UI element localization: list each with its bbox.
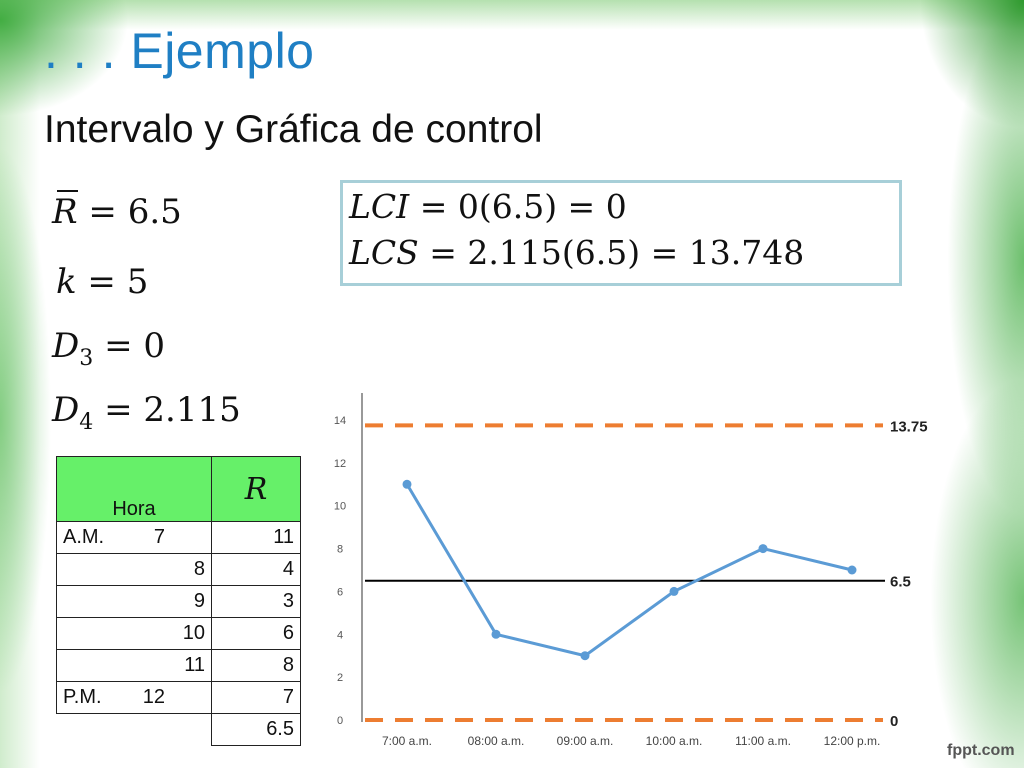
y-tick-label: 2: [337, 672, 343, 684]
hour-value: 10: [182, 622, 205, 644]
data-point: [580, 651, 590, 661]
hora-cell: A.M. 7: [56, 521, 212, 554]
table-average-row: 6.5: [57, 713, 301, 746]
k-value: = 5: [87, 262, 149, 302]
y-tick-label: 0: [337, 715, 343, 727]
d4-value: = 2.115: [104, 390, 241, 430]
empty-cell: [57, 714, 212, 746]
y-tick-label: 6: [337, 586, 343, 598]
rbar-letter: R: [52, 192, 78, 232]
x-tick-label: 10:00 a.m.: [646, 734, 703, 748]
lcs-formula: LCS = 2.115(6.5) = 13.748: [349, 233, 804, 272]
lci-formula: LCI = 0(6.5) = 0: [349, 187, 627, 226]
range-cell: 3: [211, 585, 301, 618]
table-row: P.M. 12 7: [56, 681, 301, 714]
range-cell: 11: [211, 521, 301, 554]
d4-symbol: D: [52, 390, 80, 430]
control-limits-box: LCI = 0(6.5) = 0 LCS = 2.115(6.5) = 13.7…: [340, 180, 902, 286]
x-tick-label: 08:00 a.m.: [468, 734, 525, 748]
range-table: Hora R A.M. 7 11 8 4 9 3 10 6 11 8 P.M. 12 7 6.5: [56, 456, 301, 746]
control-chart: 0 2 4 6 8 10 12 14 7:00 a.m. 08:00 a.m. 09:00 a.m.…: [334, 393, 928, 748]
lci-expression: = 0(6.5) = 0: [419, 187, 627, 226]
data-point: [758, 544, 768, 554]
watermark: fppt.com: [947, 742, 1015, 759]
hour-value: 8: [193, 558, 205, 580]
hora-cell: 8: [56, 553, 212, 586]
rbar-equation: R = 6.5: [52, 190, 182, 232]
hour-value: 12: [142, 686, 165, 708]
table-header-row: Hora R: [56, 456, 301, 522]
hour-value: 7: [153, 526, 165, 548]
lcs-symbol: LCS: [349, 233, 419, 272]
overline: [57, 190, 78, 192]
table-row: 10 6: [56, 617, 301, 650]
x-tick-label: 11:00 a.m.: [735, 734, 791, 748]
table-row: 11 8: [56, 649, 301, 682]
header-hora: Hora: [56, 456, 212, 522]
reference-line-label: 0: [890, 713, 898, 730]
range-cell: 8: [211, 649, 301, 682]
hora-cell: 9: [56, 585, 212, 618]
x-tick-label: 12:00 p.m.: [824, 734, 881, 748]
d3-symbol: D: [52, 326, 80, 366]
y-tick-label: 12: [334, 458, 346, 470]
hour-value: 9: [193, 590, 205, 612]
d3-value: = 0: [104, 326, 166, 366]
table-row: A.M. 7 11: [56, 521, 301, 554]
d4-subscript: 4: [79, 409, 94, 435]
data-point: [669, 586, 679, 596]
rbar-symbol: R: [52, 190, 78, 232]
x-tick-label: 7:00 a.m.: [382, 734, 432, 748]
k-symbol: k: [56, 262, 77, 302]
d3-subscript: 3: [79, 345, 94, 371]
d4-equation: D4 = 2.115: [52, 390, 241, 435]
d3-equation: D3 = 0: [52, 326, 165, 371]
reference-line-label: 13.75: [890, 418, 928, 435]
rbar-value: = 6.5: [88, 192, 182, 232]
y-tick-label: 14: [334, 415, 346, 427]
y-tick-label: 10: [334, 501, 346, 513]
average-cell: 6.5: [211, 713, 301, 746]
period-label: P.M.: [63, 686, 102, 708]
slide-subtitle: Intervalo y Gráfica de control: [44, 108, 543, 151]
hour-value: 11: [184, 654, 205, 676]
data-point: [491, 629, 501, 639]
x-tick-label: 09:00 a.m.: [557, 734, 614, 748]
header-r: R: [211, 456, 301, 522]
y-tick-label: 4: [337, 629, 343, 641]
range-cell: 4: [211, 553, 301, 586]
range-cell: 6: [211, 617, 301, 650]
lci-symbol: LCI: [349, 187, 410, 226]
hora-cell: 11: [56, 649, 212, 682]
range-cell: 7: [211, 681, 301, 714]
data-point: [847, 565, 857, 575]
slide-title: . . . Ejemplo: [44, 23, 315, 79]
data-point: [402, 479, 412, 489]
k-equation: k = 5: [56, 262, 148, 302]
reference-line-label: 6.5: [890, 574, 911, 591]
y-tick-label: 8: [337, 544, 343, 556]
lcs-expression: = 2.115(6.5) = 13.748: [429, 233, 805, 272]
series-line: [405, 483, 853, 658]
hora-cell: 10: [56, 617, 212, 650]
period-label: A.M.: [63, 526, 105, 548]
hora-cell: P.M. 12: [56, 681, 212, 714]
